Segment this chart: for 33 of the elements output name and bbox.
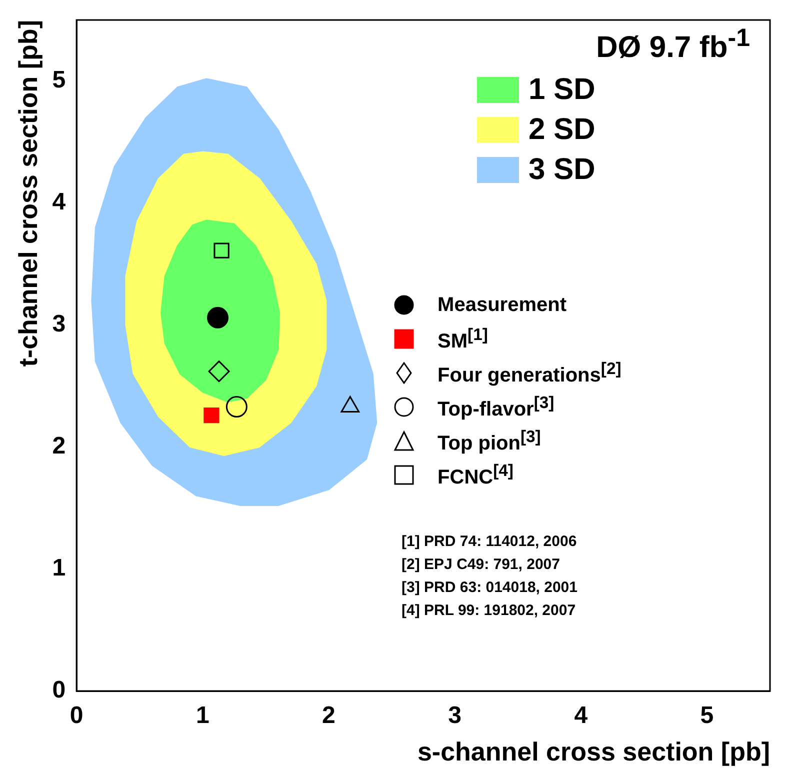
legend-label: Measurement — [438, 294, 566, 316]
x-tick-label: 0 — [70, 702, 84, 730]
annotation: [4] PRL 99: 191802, 2007 — [402, 601, 577, 621]
legend-label: Top pion$^{[3]}$ — [438, 426, 541, 456]
y-tick-label: 1 — [52, 554, 66, 582]
y-tick-label: 5 — [52, 66, 66, 94]
annotation: [1] PRD 74: 114012, 2006 — [402, 532, 578, 552]
point — [226, 396, 248, 418]
x-tick-label: 4 — [574, 702, 588, 730]
annotation: [3] PRD 63: 014018, 2001 — [402, 578, 578, 598]
y-tick-label: 0 — [52, 676, 66, 704]
point — [214, 242, 230, 258]
point — [207, 306, 229, 328]
annotation: [2] EPJ C49: 791, 2007 — [402, 555, 561, 575]
point — [208, 360, 230, 382]
legend-label: 3 SD — [528, 153, 596, 187]
x-tick-label: 5 — [700, 702, 714, 730]
x-tick-label: 2 — [322, 702, 336, 730]
chart-title: DØ 9.7 fb$^{-1}$ — [595, 24, 750, 65]
x-tick-label: 3 — [448, 702, 462, 730]
legend-label: FCNC$^{[4]}$ — [438, 460, 514, 490]
legend-label: 1 SD — [528, 73, 596, 107]
legend-label: Top-flavor$^{[3]}$ — [438, 392, 554, 422]
x-tick-label: 1 — [196, 702, 210, 730]
y-axis-title: t-channel cross section [pb] — [12, 20, 43, 367]
point — [204, 407, 220, 424]
legend-label: SM$^{[1]}$ — [438, 324, 488, 354]
y-tick-label: 4 — [52, 188, 66, 216]
y-tick-label: 3 — [52, 310, 66, 338]
y-tick-label: 2 — [52, 432, 66, 460]
legend-label: Four generations$^{[2]}$ — [438, 358, 622, 388]
legend-label: 2 SD — [528, 113, 596, 147]
x-axis-title: s-channel cross section [pb] — [417, 736, 770, 767]
